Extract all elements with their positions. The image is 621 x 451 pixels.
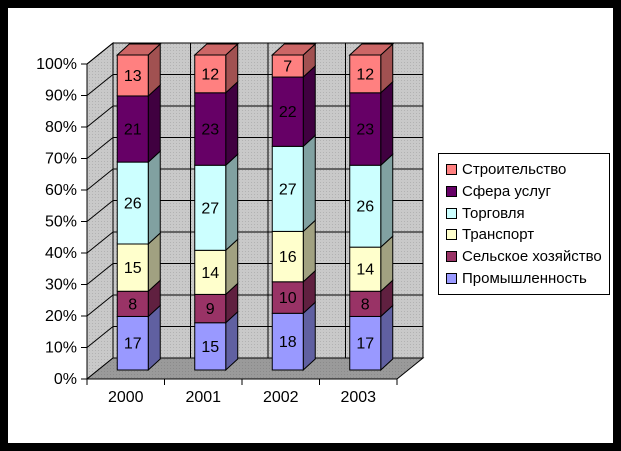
segment-side-face bbox=[147, 83, 161, 164]
segment-Строительство bbox=[116, 54, 149, 97]
data-label: 16 bbox=[279, 249, 297, 266]
legend-swatch-icon bbox=[446, 229, 457, 241]
data-label: 26 bbox=[124, 196, 142, 213]
data-label: 14 bbox=[201, 265, 219, 282]
segment-Сфера услуг bbox=[271, 76, 304, 147]
columns: 17 8 15 26 21 13 15 9 14 27 23 12 18 10 16 27 22 7 17 8 14 26… bbox=[115, 42, 395, 372]
segment-Торговля bbox=[271, 145, 304, 232]
segment-side-face bbox=[302, 64, 316, 148]
y-axis-label: 20% bbox=[45, 308, 77, 325]
legend-swatch-icon bbox=[446, 185, 457, 197]
data-label: 17 bbox=[356, 336, 374, 353]
segment-side-face bbox=[302, 301, 316, 372]
segment-side-face bbox=[225, 153, 239, 252]
column-2002: 18 10 16 27 22 7 bbox=[270, 42, 317, 372]
data-label: 10 bbox=[279, 290, 297, 307]
legend-label: Транспорт bbox=[462, 226, 535, 244]
segment-side-face bbox=[225, 80, 239, 167]
data-label: 8 bbox=[361, 296, 370, 313]
chart-legend: Строительство Сфера услуг Торговля Транспор… bbox=[438, 153, 610, 295]
data-label: 14 bbox=[356, 262, 374, 279]
legend-item: Промышленность bbox=[446, 271, 605, 286]
data-label: 8 bbox=[128, 296, 137, 313]
y-axis-label: 70% bbox=[45, 151, 77, 168]
legend-label: Строительство bbox=[462, 161, 567, 179]
segment-Сельское хозяйство bbox=[116, 290, 149, 317]
segment-side-face bbox=[380, 80, 394, 167]
legend-item: Транспорт bbox=[446, 227, 605, 242]
x-axis-label: 2002 bbox=[263, 389, 299, 406]
segment-Сельское хозяйство bbox=[349, 290, 382, 317]
segment-Транспорт bbox=[271, 230, 304, 283]
segment-Строительство bbox=[271, 54, 304, 78]
segment-Сельское хозяйство bbox=[271, 281, 304, 314]
segment-side-face bbox=[302, 134, 316, 233]
segment-Промышленность bbox=[349, 315, 382, 371]
y-axis-label: 10% bbox=[45, 340, 77, 357]
segment-Торговля bbox=[194, 164, 227, 251]
data-label: 27 bbox=[201, 200, 219, 217]
y-axis-label: 30% bbox=[45, 277, 77, 294]
data-label: 17 bbox=[124, 336, 142, 353]
legend-item: Торговля bbox=[446, 206, 605, 221]
segment-Промышленность bbox=[116, 315, 149, 371]
column-2003: 17 8 14 26 23 12 bbox=[348, 42, 395, 372]
legend-swatch-icon bbox=[446, 164, 457, 176]
y-axis-label: 100% bbox=[36, 56, 77, 73]
y-axis-label: 50% bbox=[45, 214, 77, 231]
data-label: 27 bbox=[279, 181, 297, 198]
segment-Сельское хозяйство bbox=[194, 293, 227, 324]
column-2001: 15 9 14 27 23 12 bbox=[193, 42, 240, 372]
legend-label: Сфера услуг bbox=[462, 182, 551, 200]
segment-Сфера услуг bbox=[349, 92, 382, 166]
data-label: 21 bbox=[124, 122, 142, 139]
data-label: 7 bbox=[283, 59, 292, 76]
data-label: 15 bbox=[201, 339, 219, 356]
x-axis-label: 2000 bbox=[108, 389, 144, 406]
segment-Сфера услуг bbox=[194, 92, 227, 166]
segment-side-face bbox=[380, 153, 394, 249]
y-axis-labels: 0% 10% 20% 30% 40% 50% 60% 70% 80% 90% 100% bbox=[36, 56, 77, 388]
legend-item: Сельское хозяйство bbox=[446, 249, 605, 264]
segment-Транспорт bbox=[194, 249, 227, 295]
x-axis-labels: 2000 2001 2002 2003 bbox=[108, 389, 376, 406]
segment-Строительство bbox=[349, 54, 382, 94]
legend-swatch-icon bbox=[446, 207, 457, 219]
legend-label: Сельское хозяйство bbox=[462, 247, 602, 265]
legend-item: Строительство bbox=[446, 162, 605, 177]
legend-label: Промышленность bbox=[462, 269, 587, 287]
data-label: 12 bbox=[201, 66, 219, 83]
x-axis-label: 2001 bbox=[185, 389, 221, 406]
data-label: 23 bbox=[356, 122, 374, 139]
data-label: 18 bbox=[279, 334, 297, 351]
x-axis-label: 2003 bbox=[340, 389, 376, 406]
stacked-bar-3d-chart: 0% 10% 20% 30% 40% 50% 60% 70% 80% 90% 100% 17 8 15 26… bbox=[36, 41, 425, 406]
data-label: 12 bbox=[356, 66, 374, 83]
axes bbox=[81, 63, 398, 385]
data-label: 22 bbox=[279, 104, 297, 121]
y-axis-label: 90% bbox=[45, 88, 77, 105]
data-label: 15 bbox=[124, 260, 142, 277]
y-axis-label: 0% bbox=[54, 371, 77, 388]
legend-swatch-icon bbox=[446, 250, 457, 262]
segment-side-face bbox=[147, 149, 161, 246]
legend-label: Торговля bbox=[462, 204, 525, 222]
y-axis-label: 60% bbox=[45, 182, 77, 199]
column-2000: 17 8 15 26 21 13 bbox=[115, 42, 162, 372]
legend-item: Сфера услуг bbox=[446, 184, 605, 199]
data-label: 13 bbox=[124, 68, 142, 85]
data-label: 9 bbox=[206, 301, 215, 318]
data-label: 23 bbox=[201, 122, 219, 139]
segment-Промышленность bbox=[194, 322, 227, 371]
legend-swatch-icon bbox=[446, 272, 457, 284]
y-axis-label: 40% bbox=[45, 245, 77, 262]
y-axis-label: 80% bbox=[45, 119, 77, 136]
data-label: 26 bbox=[356, 199, 374, 216]
segment-Строительство bbox=[194, 54, 227, 94]
